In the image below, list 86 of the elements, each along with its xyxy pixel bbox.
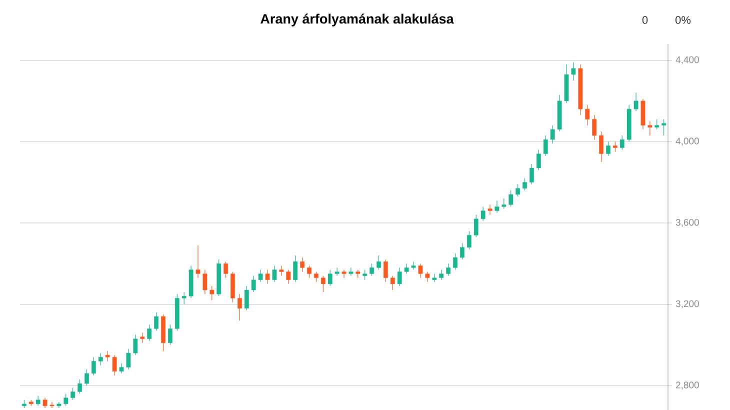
candlestick	[571, 62, 576, 81]
candlestick	[112, 354, 117, 376]
candlestick	[272, 265, 277, 282]
candlestick	[550, 125, 555, 144]
text: 0%	[675, 16, 691, 24]
chart-title: Arany árfolyamának alakulása	[260, 14, 454, 26]
candlestick	[258, 269, 263, 282]
candlestick	[320, 276, 326, 292]
candlestick	[411, 261, 416, 270]
candlestick	[599, 131, 604, 162]
candlestick	[50, 402, 54, 408]
candlestick	[140, 332, 145, 344]
candlestick	[376, 255, 381, 270]
candlestick	[466, 230, 472, 250]
candlestick	[328, 269, 332, 286]
candlestick	[536, 149, 541, 170]
candlestick	[64, 393, 68, 406]
candlestick	[530, 164, 534, 185]
candlestick	[425, 271, 430, 282]
candlestick	[592, 114, 596, 140]
candlestick	[36, 395, 40, 406]
candlestick	[334, 267, 340, 276]
candlestick	[480, 206, 486, 222]
candlestick	[453, 253, 458, 270]
candlestick	[126, 348, 131, 370]
y-tick-label: 2,800	[676, 382, 699, 390]
candlestick	[585, 104, 590, 126]
candlestick	[418, 263, 423, 278]
candlestick	[634, 92, 638, 112]
candlestick	[370, 263, 374, 276]
y-tick-label: 3,200	[676, 300, 699, 308]
candlestick	[612, 141, 618, 152]
candlestick	[397, 267, 402, 286]
candlestick	[224, 261, 228, 278]
candlestick	[196, 245, 200, 278]
candlestick	[105, 350, 110, 362]
candlestick	[78, 379, 82, 394]
candlestick	[620, 135, 624, 150]
candlestick	[42, 398, 48, 408]
candlestick	[654, 118, 660, 130]
candlestick	[202, 269, 208, 294]
candlestick	[293, 255, 298, 282]
candlestick	[70, 387, 76, 400]
candlestick	[133, 334, 138, 356]
candlestick	[362, 269, 368, 280]
candlestick	[279, 265, 284, 276]
candlestick	[286, 269, 291, 284]
candlestick	[522, 178, 527, 191]
candlestick	[314, 271, 318, 282]
candlestick	[474, 214, 478, 238]
candlestick	[384, 259, 388, 282]
text: 0	[642, 16, 648, 24]
candlestick	[98, 352, 103, 366]
candlestick	[446, 263, 450, 276]
candlestick	[348, 267, 354, 276]
candlestick	[508, 190, 514, 207]
candlestick	[502, 198, 506, 209]
candlestick	[404, 263, 409, 274]
y-tick-label: 3,600	[676, 219, 699, 227]
candlestick	[390, 276, 395, 290]
candlestick	[648, 120, 652, 136]
candlestick	[251, 276, 256, 292]
candlestick	[516, 184, 520, 197]
candlestick	[265, 269, 270, 284]
candlestick	[154, 312, 158, 331]
candlestick	[460, 242, 464, 260]
candlestick	[147, 324, 152, 342]
candlestick	[92, 356, 96, 376]
candlestick	[494, 200, 500, 214]
candlestick	[182, 292, 186, 305]
candlestick	[238, 294, 242, 321]
candlestick	[488, 204, 492, 216]
candlestick	[300, 257, 304, 272]
candlestick	[119, 362, 124, 374]
candlestick	[662, 118, 666, 136]
candlestick	[307, 265, 312, 278]
y-tick-label: 4,000	[676, 138, 699, 146]
candlestick	[168, 324, 172, 346]
candlestick	[210, 286, 214, 300]
candlestick	[244, 286, 249, 311]
candlestick	[342, 269, 346, 278]
candlestick	[606, 141, 610, 156]
candlestick	[543, 135, 548, 156]
candlestick	[84, 369, 89, 386]
candlestick	[439, 269, 444, 280]
y-tick-label: 4,400	[676, 56, 699, 64]
